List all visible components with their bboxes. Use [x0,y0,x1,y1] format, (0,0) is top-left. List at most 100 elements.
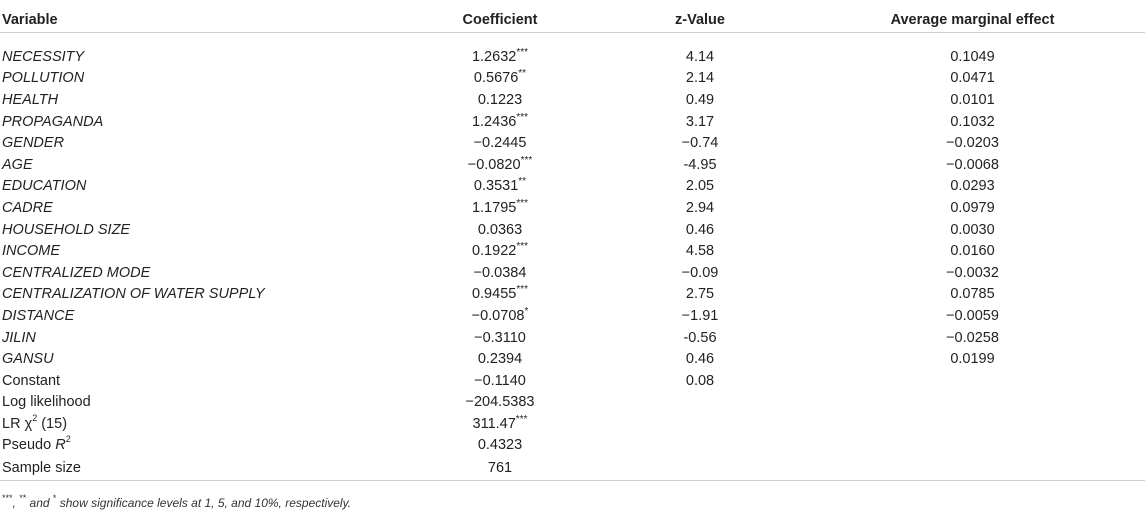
significance-stars: ** [518,68,527,80]
variable-cell: CENTRALIZATION OF WATER SUPPLY [0,284,400,306]
marginal-effect-cell: 0.0199 [800,348,1145,370]
pseudo-r2-italic: R [55,437,66,454]
variable-cell-value: CENTRALIZATION OF WATER SUPPLY [2,286,265,303]
note-stars-3: * [52,493,57,503]
constant-row: Constant −0.1140 0.08 [0,370,1145,392]
constant-label-value: Constant [2,372,61,389]
table-row: DISTANCE −0.0708* −1.91 −0.0059 [0,305,1145,327]
coefficient-cell: −0.0708* [400,305,600,327]
marginal-effect-cell-value: −0.0203 [946,135,999,152]
coefficient-cell-value: 0.9455 [471,286,517,303]
variable-cell-value: CENTRALIZED MODE [2,264,151,281]
marginal-effect-cell-value: −0.0068 [946,156,999,173]
sample-size-value: 761 [400,456,600,482]
z-value-cell: 2.05 [600,176,800,198]
significance-stars: *** [516,111,529,123]
table-row: HEALTH 0.1223 0.49 0.0101 [0,89,1145,111]
table-row: CENTRALIZED MODE −0.0384 −0.09 −0.0032 [0,262,1145,284]
coefficient-cell-value: −0.0820 [467,156,521,173]
pseudo-r2-prefix: Pseudo [2,437,56,454]
variable-cell: NECESSITY [0,46,400,68]
z-value-cell: −0.74 [600,132,800,154]
variable-cell-value: POLLUTION [2,70,85,87]
significance-stars: *** [520,154,533,166]
variable-cell: CADRE [0,197,400,219]
regression-table: Variable Coefficient z-Value Average mar… [0,8,1145,482]
z-value-cell: 4.58 [600,240,800,262]
lr-chi2-row: LR χ2 (15) 311.47*** [0,413,1145,435]
z-value-cell: 2.75 [600,284,800,306]
note-text-2: and [26,496,53,510]
z-value-cell: 0.46 [600,348,800,370]
coefficient-cell: 0.3531** [400,176,600,198]
coefficient-cell-value: 0.1223 [477,91,523,108]
z-value-cell-value: 2.94 [685,199,715,216]
z-value-cell-value: 4.14 [685,48,715,65]
marginal-effect-cell: −0.0068 [800,154,1145,176]
marginal-effect-cell: 0.1049 [800,46,1145,68]
variable-cell-value: GANSU [2,351,54,368]
coefficient-cell: 0.5676** [400,68,600,90]
header-average-marginal-effect: Average marginal effect [800,8,1145,33]
sample-size-row: Sample size 761 [0,456,1145,482]
coefficient-cell: −0.3110 [400,327,600,349]
variable-cell: AGE [0,154,400,176]
z-value-cell: -0.56 [600,327,800,349]
z-value-cell: −1.91 [600,305,800,327]
z-value-cell: 0.49 [600,89,800,111]
marginal-effect-cell-value: 0.0160 [950,243,995,260]
z-value-cell-value: 3.17 [685,113,715,130]
table-row: NECESSITY 1.2632*** 4.14 0.1049 [0,46,1145,68]
table-row: JILIN −0.3110 -0.56 −0.0258 [0,327,1145,349]
marginal-effect-cell: 0.0979 [800,197,1145,219]
pseudo-r2-label: Pseudo R2 [0,434,400,457]
variable-cell: GANSU [0,348,400,370]
pseudo-r2-row: Pseudo R2 0.4323 [0,434,1145,457]
z-value-cell-value: 4.58 [685,243,715,260]
table-row: HOUSEHOLD SIZE 0.0363 0.46 0.0030 [0,219,1145,241]
coefficient-cell: 0.0363 [400,219,600,241]
variable-cell: POLLUTION [0,68,400,90]
coefficient-cell: 1.1795*** [400,197,600,219]
marginal-effect-cell-value: −0.0032 [946,264,999,281]
coefficient-cell-value: −0.0384 [473,264,527,281]
table-footnote: ***, ** and * show significance levels a… [2,493,351,510]
coefficient-cell: 0.2394 [400,348,600,370]
marginal-effect-cell: −0.0203 [800,132,1145,154]
z-value-cell-value: 0.49 [685,91,715,108]
coefficient-cell-value: 0.1922 [471,243,517,260]
variable-cell: HOUSEHOLD SIZE [0,219,400,241]
coefficient-cell-value: 0.5676 [473,70,519,87]
marginal-effect-cell: 0.1032 [800,111,1145,133]
coefficient-cell: 0.1922*** [400,240,600,262]
marginal-effect-cell-value: 0.0101 [950,91,995,108]
variable-cell: INCOME [0,240,400,262]
coefficient-cell-value: 1.2632 [471,48,517,65]
marginal-effect-cell-value: 0.0199 [950,351,995,368]
sample-size-label: Sample size [0,456,400,482]
variable-cell-value: HEALTH [2,91,59,108]
empty-cell [800,413,1145,435]
coefficient-cell-value: 1.2436 [471,113,517,130]
marginal-effect-cell-value: 0.1032 [950,113,995,130]
coefficient-cell: 0.1223 [400,89,600,111]
log-likelihood-row: Log likelihood −204.5383 [0,392,1145,414]
marginal-effect-cell: 0.0160 [800,240,1145,262]
marginal-effect-cell: 0.0785 [800,284,1145,306]
variable-cell: GENDER [0,132,400,154]
marginal-effect-cell: 0.0471 [800,68,1145,90]
coefficient-cell-value: −0.0708 [471,307,525,324]
empty-cell [800,435,1145,457]
empty-cell [600,435,800,457]
pseudo-r2-superscript: 2 [65,434,71,445]
z-value-cell: 2.94 [600,197,800,219]
coefficient-cell-value: 0.0363 [477,221,523,238]
table-row: INCOME 0.1922*** 4.58 0.0160 [0,240,1145,262]
table-row: CADRE 1.1795*** 2.94 0.0979 [0,197,1145,219]
z-value-cell: −0.09 [600,262,800,284]
variable-cell-value: INCOME [2,243,60,260]
z-value-cell-value: 2.14 [685,70,715,87]
sample-size-value-value: 761 [487,460,513,477]
z-value-cell-value: -4.95 [683,156,717,173]
